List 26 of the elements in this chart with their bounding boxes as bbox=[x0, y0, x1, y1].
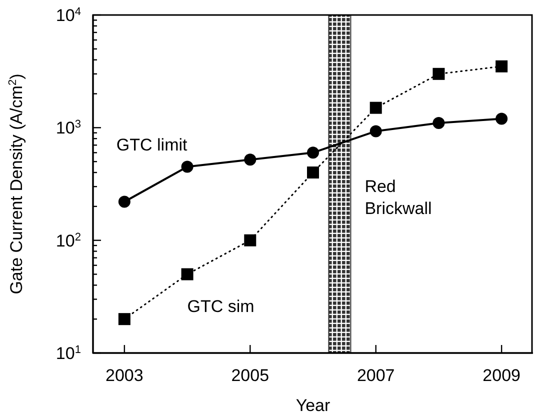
x-tick-label: 2009 bbox=[482, 366, 520, 385]
point bbox=[307, 146, 319, 159]
y-tick-label: 10$^{3}$ bbox=[56, 118, 81, 138]
point bbox=[118, 196, 130, 208]
point bbox=[432, 68, 445, 80]
band-label: Red Brickwall bbox=[364, 177, 432, 218]
point bbox=[307, 166, 319, 178]
y-tick-label: 10$^{4}$ bbox=[56, 6, 81, 25]
series-label: GTC limit bbox=[116, 136, 188, 155]
y-tick-label: 10$^{2}$ bbox=[56, 231, 81, 250]
point bbox=[181, 268, 194, 280]
point bbox=[370, 102, 382, 114]
point bbox=[370, 125, 382, 138]
point bbox=[496, 60, 508, 72]
x-axis-title: Year bbox=[296, 396, 331, 415]
y-tick-label: 10$^{1}$ bbox=[56, 344, 81, 363]
x-tick-label: 2003 bbox=[106, 366, 144, 385]
x-tick-label: 2007 bbox=[356, 366, 395, 385]
point bbox=[244, 154, 256, 166]
point bbox=[181, 160, 194, 173]
point bbox=[244, 234, 256, 246]
series-label: GTC sim bbox=[187, 297, 254, 316]
x-tick-label: 2005 bbox=[231, 366, 270, 385]
point bbox=[118, 313, 130, 326]
point bbox=[496, 112, 508, 125]
point bbox=[432, 117, 445, 130]
